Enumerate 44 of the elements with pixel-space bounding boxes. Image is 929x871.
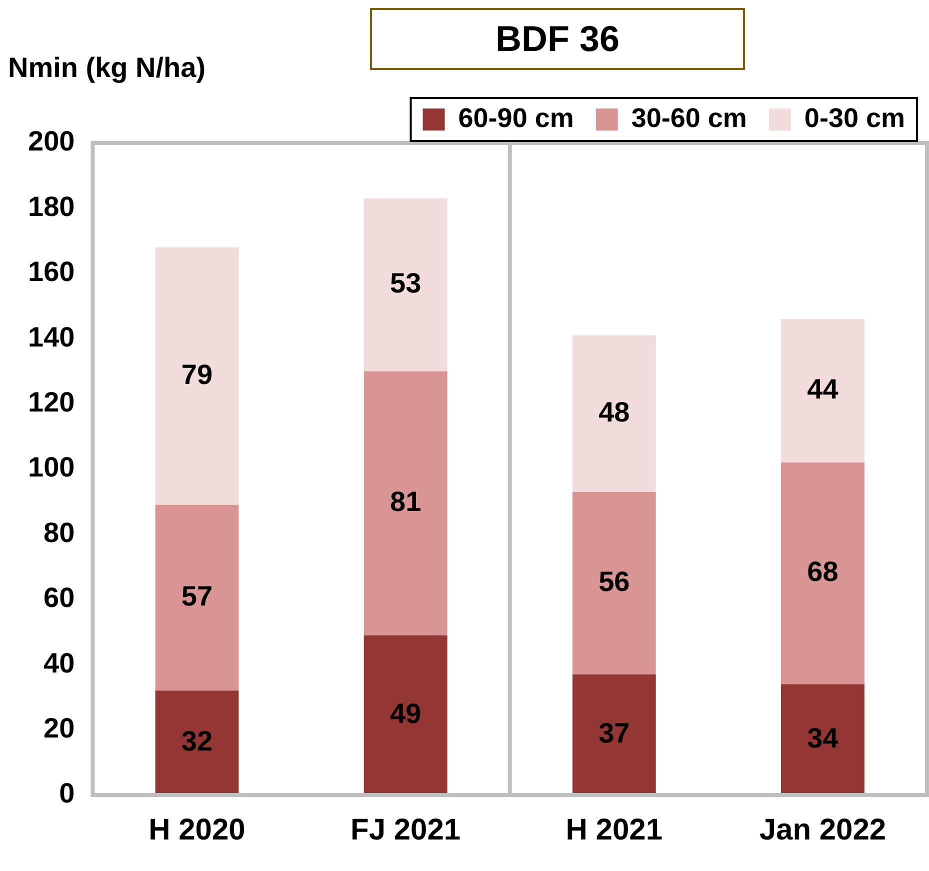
bar: [781, 319, 864, 462]
data-label: 48: [598, 396, 630, 428]
y-tick-label: 100: [28, 452, 75, 483]
y-tick-label: 60: [44, 582, 75, 614]
chart-title: BDF 36: [370, 8, 745, 70]
data-label: 68: [807, 556, 838, 588]
bar: [572, 335, 656, 492]
data-label: 34: [807, 722, 839, 754]
data-label: 49: [390, 698, 422, 729]
bar: [155, 247, 239, 505]
x-tick-label: FJ 2021: [350, 813, 461, 846]
bar: [364, 635, 448, 795]
bar: [781, 462, 864, 684]
legend-label: 30-60 cm: [631, 102, 747, 133]
y-tick-label: 200: [28, 126, 75, 157]
y-tick-label: 160: [28, 256, 75, 288]
bar: [781, 684, 864, 795]
bar: [155, 690, 239, 795]
data-label: 32: [181, 726, 213, 757]
bar: [364, 371, 448, 636]
data-label: 56: [598, 566, 630, 597]
data-label: 44: [807, 373, 839, 404]
y-tick-label: 140: [28, 321, 75, 352]
x-tick-label: Jan 2022: [759, 813, 886, 846]
y-tick-label: 80: [44, 516, 75, 548]
legend-label: 0-30 cm: [804, 102, 906, 133]
y-tick-label: 120: [28, 386, 75, 418]
y-tick-label: 20: [44, 712, 75, 744]
x-tick-label: H 2020: [148, 813, 246, 846]
bar: [572, 674, 656, 795]
data-label: 79: [181, 358, 213, 390]
legend-label: 60-90 cm: [458, 102, 574, 133]
bar: [572, 492, 656, 674]
bar: [155, 504, 239, 691]
x-tick-label: H 2021: [566, 813, 663, 846]
y-axis-title: Nmin (kg N/ha): [8, 52, 206, 84]
data-label: 53: [390, 268, 422, 299]
data-label: 37: [598, 717, 630, 748]
y-tick-label: 40: [44, 647, 75, 678]
data-label: 81: [390, 486, 422, 517]
y-tick-label: 0: [59, 778, 75, 809]
y-tick-label: 180: [28, 190, 75, 222]
bar: [364, 198, 448, 372]
data-label: 57: [181, 580, 213, 612]
